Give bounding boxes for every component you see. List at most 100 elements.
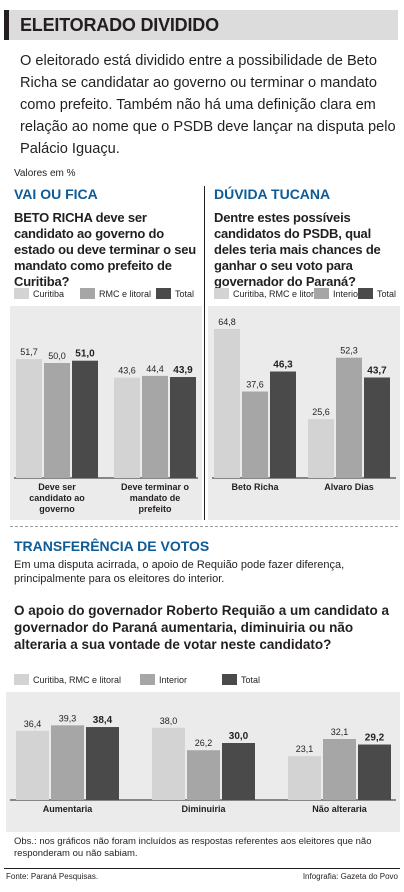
- data-label: 51,0: [75, 349, 95, 360]
- left-section-title: VAI OU FICA: [14, 186, 98, 202]
- bar-0-2: [86, 727, 119, 800]
- category-label: prefeito: [138, 504, 172, 514]
- bottom-question: O apoio do governador Roberto Requião a …: [14, 603, 390, 652]
- data-label: 36,4: [24, 719, 42, 729]
- bar-1-2: [170, 377, 196, 478]
- bar-2-0: [288, 756, 321, 800]
- column-divider: [204, 186, 205, 520]
- chart-duvida-tucana: 64,8 37,6 46,3 Beto Richa 25,6 52,3 43,7 Alvaro…: [208, 306, 400, 520]
- bar-1-1: [336, 357, 362, 478]
- legend-label: Interior: [159, 674, 188, 685]
- right-question: Dentre estes possíveis candidatos do PSD…: [214, 210, 381, 289]
- page-title: ELEITORADO DIVIDIDO: [20, 15, 219, 35]
- legend-label: Curitiba, RMC e litoral: [33, 674, 122, 685]
- bar-1-0: [114, 377, 140, 478]
- bar-1-2: [222, 743, 255, 800]
- data-label: 38,4: [93, 715, 113, 726]
- data-label: 44,4: [146, 364, 164, 374]
- legend-swatch: [214, 288, 229, 299]
- footer-rule: [4, 868, 400, 869]
- bar-0-0: [214, 328, 240, 478]
- right-section-title: DÚVIDA TUCANA: [214, 186, 331, 202]
- left-legend-item-2: Total: [156, 288, 194, 299]
- legend-label: Curitiba, RMC e litoral: [233, 288, 322, 299]
- legend-label: Total: [175, 288, 195, 299]
- bar-1-0: [152, 727, 185, 800]
- category-label: Deve ser: [38, 482, 76, 492]
- bottom-legend-item-2: Total: [222, 674, 260, 685]
- units-note: Valores em %: [14, 168, 76, 179]
- data-label: 25,6: [312, 407, 330, 417]
- data-label: 29,2: [365, 733, 385, 744]
- bar-1-2: [364, 377, 390, 478]
- bottom-section-title: TRANSFERÊNCIA DE VOTOS: [14, 538, 210, 554]
- legend-swatch: [80, 288, 95, 299]
- data-label: 32,1: [331, 727, 349, 737]
- category-label: candidato ao: [29, 493, 85, 503]
- source-note: Fonte: Paraná Pesquisas.: [6, 872, 99, 881]
- left-legend-item-1: RMC e litoral: [80, 288, 151, 299]
- category-label: Diminuiria: [181, 804, 226, 814]
- bar-2-1: [323, 739, 356, 800]
- bar-0-2: [270, 371, 296, 478]
- legend-label: Interior: [333, 288, 362, 299]
- footnote: Obs.: nos gráficos não foram incluídos a…: [14, 836, 372, 859]
- data-label: 39,3: [59, 713, 77, 723]
- legend-swatch: [140, 674, 155, 685]
- chart-transferencia-de-votos: 36,4 39,3 38,4 Aumentaria 38,0 26,2 30,0 Diminu…: [6, 692, 400, 832]
- bottom-text: Em uma disputa acirrada, o apoio de Requ…: [14, 559, 345, 585]
- category-label: mandato de: [130, 493, 181, 503]
- bar-0-1: [51, 725, 84, 800]
- left-question: BETO RICHA deve ser candidato ao governo…: [14, 210, 197, 289]
- legend-swatch: [314, 288, 329, 299]
- data-label: 43,6: [118, 366, 136, 376]
- bar-0-1: [242, 391, 268, 478]
- right-legend-item-2: Total: [358, 288, 396, 299]
- bar-0-1: [44, 363, 70, 478]
- data-label: 51,7: [20, 347, 38, 357]
- data-label: 37,6: [246, 380, 264, 390]
- bar-0-2: [72, 360, 98, 478]
- data-label: 50,0: [48, 351, 66, 361]
- legend-swatch: [358, 288, 373, 299]
- legend-swatch: [14, 288, 29, 299]
- data-label: 23,1: [296, 744, 314, 754]
- bar-1-1: [187, 750, 220, 800]
- data-label: 64,8: [218, 317, 236, 327]
- bar-0-0: [16, 359, 42, 478]
- data-label: 38,0: [160, 716, 178, 726]
- right-legend-item-1: Interior: [314, 288, 361, 299]
- data-label: 43,9: [173, 365, 193, 376]
- data-label: 46,3: [273, 360, 293, 371]
- legend-label: RMC e litoral: [99, 288, 152, 299]
- legend-swatch: [222, 674, 237, 685]
- legend-swatch: [14, 674, 29, 685]
- legend-label: Total: [241, 674, 261, 685]
- credit-note: Infografia: Gazeta do Povo: [302, 872, 398, 881]
- legend-label: Curitiba: [33, 288, 65, 299]
- data-label: 26,2: [195, 738, 213, 748]
- legend-label: Total: [377, 288, 397, 299]
- bottom-legend-item-1: Interior: [140, 674, 187, 685]
- left-legend-item-0: Curitiba: [14, 288, 64, 299]
- bar-1-0: [308, 419, 334, 478]
- category-label: Alvaro Dias: [324, 482, 374, 492]
- category-label: governo: [39, 504, 75, 514]
- intro-text: O eleitorado está dividido entre a possi…: [20, 53, 396, 157]
- bar-1-1: [142, 375, 168, 478]
- data-label: 30,0: [229, 731, 249, 742]
- bar-0-0: [16, 730, 49, 800]
- section-divider: [10, 526, 398, 527]
- right-legend-item-0: Curitiba, RMC e litoral: [214, 288, 321, 299]
- bar-2-2: [358, 744, 391, 800]
- legend-swatch: [156, 288, 171, 299]
- data-label: 52,3: [340, 346, 358, 356]
- category-label: Não alteraria: [312, 804, 368, 814]
- category-label: Beto Richa: [231, 482, 279, 492]
- category-label: Aumentaria: [43, 804, 94, 814]
- bottom-legend-item-0: Curitiba, RMC e litoral: [14, 674, 121, 685]
- category-label: Deve terminar o: [121, 482, 190, 492]
- header-bar: ELEITORADO DIVIDIDO: [4, 10, 398, 40]
- data-label: 43,7: [367, 365, 387, 376]
